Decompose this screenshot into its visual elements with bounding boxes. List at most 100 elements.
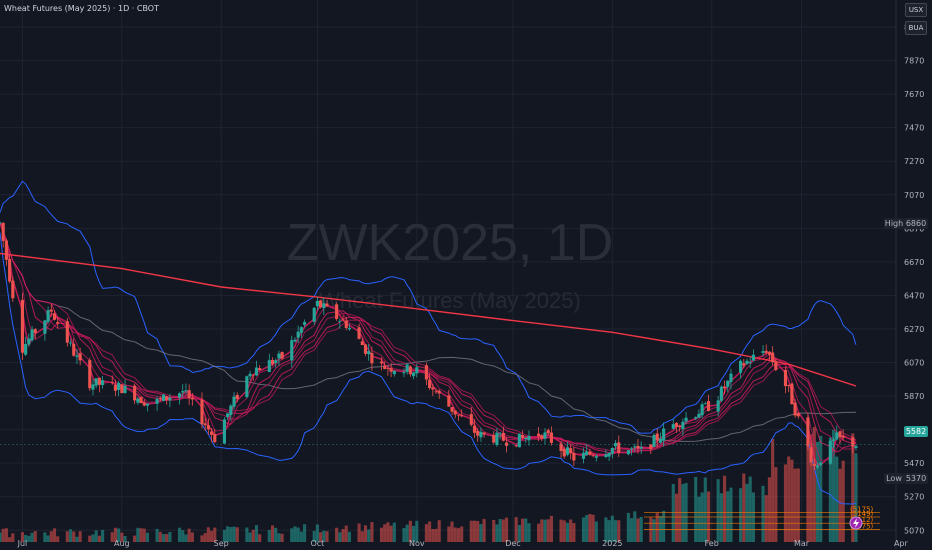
volume-bar	[322, 530, 326, 542]
candle-body	[68, 342, 73, 344]
volume-bar	[476, 521, 480, 542]
candle-body	[190, 397, 194, 400]
volume-bar	[158, 531, 162, 542]
candle-body	[367, 351, 371, 355]
candle-body	[8, 259, 12, 282]
volume-bar	[315, 524, 319, 542]
volume-bar	[43, 532, 47, 542]
volume-bar	[504, 517, 509, 542]
volume-bar	[783, 464, 788, 542]
candle-body	[854, 446, 858, 448]
time-tick-label: Oct	[310, 539, 324, 548]
candle-body	[722, 386, 727, 389]
candle-body	[315, 300, 319, 307]
candle-body	[133, 385, 137, 401]
candle-body	[412, 372, 416, 377]
candle-body	[213, 434, 217, 443]
candle-body	[796, 413, 800, 417]
candle-body	[719, 386, 723, 401]
time-axis[interactable]: Jul Aug Sep Oct Nov Dec 2025 Feb Mar Apr	[17, 539, 909, 548]
candle-body	[706, 401, 711, 412]
candle-body	[633, 446, 637, 448]
candle-body	[678, 426, 682, 428]
volume-bar	[527, 523, 531, 542]
volume-bar	[20, 532, 25, 542]
candle-body	[363, 344, 368, 354]
candle-body	[812, 463, 816, 467]
candle-body	[415, 367, 419, 374]
candle-body	[729, 373, 733, 382]
last-price-box	[904, 426, 928, 437]
candle-body	[325, 303, 329, 307]
low-label: Low	[886, 474, 902, 483]
volume-bar	[774, 467, 778, 542]
candle-body	[764, 350, 768, 353]
volume-bar	[389, 525, 393, 542]
candle-body	[594, 456, 598, 458]
candle-body	[424, 365, 428, 380]
volume-bar	[226, 526, 230, 542]
candle-body	[293, 339, 297, 342]
volume-bar	[572, 523, 576, 542]
candle-body	[1, 222, 5, 241]
volume-bar	[549, 515, 553, 542]
volume-bar	[662, 510, 666, 542]
currency-button[interactable]: USX	[905, 3, 927, 17]
volume-bar	[139, 528, 143, 542]
candle-body	[33, 329, 37, 334]
volume-bar	[113, 527, 117, 542]
fibonacci-levels: (5175)(5149)(5112)(5075)	[644, 506, 880, 530]
candle-body	[815, 465, 820, 468]
unit-button[interactable]: BUA	[905, 21, 927, 35]
volume-bar	[748, 476, 752, 542]
candle-body	[492, 434, 496, 443]
volume-bar	[145, 532, 150, 542]
candle-body	[662, 428, 666, 441]
watermark-name: Wheat Futures (May 2025)	[319, 288, 581, 313]
price-labels: High 6860 Low 5370 5582	[884, 218, 928, 484]
volume-bar	[94, 530, 98, 542]
high-label: High	[885, 219, 903, 228]
bolt-icon[interactable]	[849, 516, 863, 530]
candle-body	[495, 432, 499, 446]
candle-body	[136, 398, 140, 403]
candle-body	[322, 303, 326, 309]
candle-body	[405, 364, 409, 372]
price-axis[interactable]: 8070787076707470727070706870667064706270…	[895, 0, 932, 550]
candle-body	[120, 384, 124, 394]
candle-body	[165, 396, 169, 401]
volume-bar	[4, 528, 8, 542]
volume-bar	[412, 525, 416, 542]
volume-bar	[101, 529, 105, 542]
candle-body	[841, 436, 845, 438]
candle-body	[101, 380, 105, 386]
volume-bar	[812, 427, 816, 542]
price-tick-label: 5270	[904, 493, 924, 502]
candle-body	[514, 445, 518, 447]
candle-body	[527, 435, 531, 441]
volume-bar	[46, 535, 50, 542]
volume-bar	[453, 527, 457, 542]
volume-bar	[386, 522, 390, 542]
candle-body	[472, 425, 477, 433]
candle-body	[52, 313, 57, 320]
volume-bar	[828, 437, 832, 542]
candle-body	[200, 399, 204, 425]
volume-bar	[277, 533, 281, 542]
volume-bar	[790, 459, 794, 542]
volume-bar	[133, 535, 137, 542]
candle-body	[521, 435, 525, 438]
volume-bar	[793, 468, 797, 542]
candle-body	[43, 320, 47, 334]
volume-bar	[546, 519, 550, 542]
volume-bar	[210, 530, 214, 542]
volume-bar	[703, 477, 707, 542]
volume-bar	[123, 535, 127, 542]
candle-body	[681, 421, 685, 429]
volume-bar	[161, 533, 166, 542]
candle-body	[24, 343, 28, 355]
candle-body	[335, 304, 339, 320]
candle-body	[248, 373, 252, 377]
